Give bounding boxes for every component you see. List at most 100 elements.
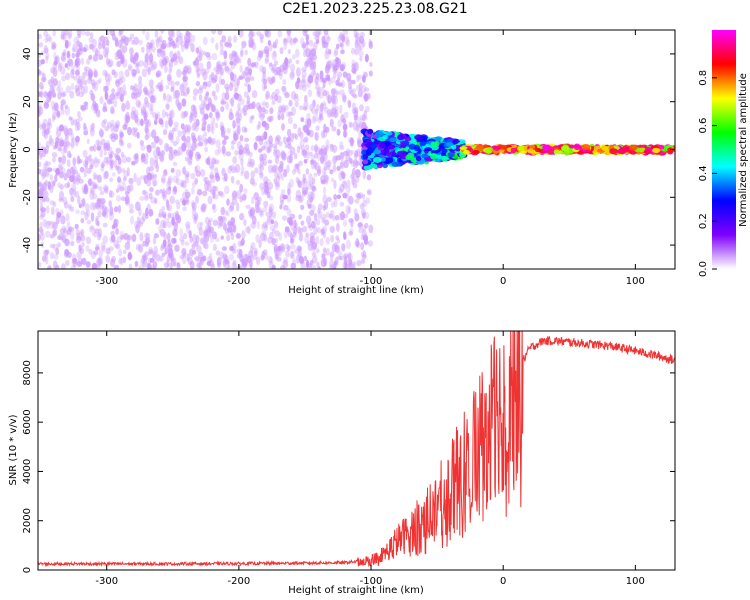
heatmap-cell-noise (200, 203, 207, 213)
heatmap-cell-noise (110, 108, 115, 114)
heatmap-cell-noise (110, 135, 117, 143)
heatmap-cell-noise (97, 210, 102, 218)
heatmap-cell-noise (274, 136, 280, 145)
heatmap-cell-noise (157, 86, 163, 92)
heatmap-cell-noise (124, 69, 130, 78)
heatmap-cell-noise (47, 117, 52, 127)
heatmap-cell-noise (184, 241, 190, 246)
heatmap-cell-noise (105, 58, 111, 65)
heatmap-cell-noise (344, 35, 350, 45)
heatmap-cell-noise (38, 142, 41, 147)
heatmap-cell-noise (339, 183, 345, 193)
heatmap-cell-noise (285, 250, 290, 258)
heatmap-cell-noise (284, 92, 290, 99)
heatmap-cell-noise (348, 157, 353, 164)
heatmap-cell-noise (222, 257, 227, 267)
heatmap-cell-noise (298, 144, 303, 150)
heatmap-cell-noise (121, 140, 125, 147)
heatmap-cell-noise (248, 151, 253, 157)
heatmap-cell-noise (43, 44, 48, 54)
colorbar: 0.00.20.40.60.8 Normalized spectral ampl… (698, 30, 749, 277)
heatmap-cell-noise (229, 60, 234, 66)
heatmap-cell-noise (335, 56, 339, 63)
heatmap-cell-noise (227, 165, 233, 174)
heatmap-cell-noise (330, 234, 334, 243)
heatmap-cell-noise (65, 260, 70, 266)
heatmap-cell-noise (364, 105, 370, 113)
heatmap-cell-noise (194, 256, 200, 261)
heatmap-cell-noise (66, 52, 71, 59)
heatmap-cell-noise (244, 127, 248, 133)
heatmap-cell-noise (226, 210, 230, 217)
heatmap-cell-noise (347, 252, 352, 260)
heatmap-cell-noise (200, 238, 205, 245)
heatmap-cell-noise (255, 202, 260, 210)
heatmap-cell-noise (182, 199, 187, 206)
heatmap-cell-noise (298, 195, 302, 204)
heatmap-cell-noise (215, 42, 219, 51)
heatmap-cell-noise (171, 30, 175, 38)
heatmap-cell-noise (346, 72, 352, 82)
heatmap-cell-noise (60, 108, 65, 115)
heatmap-cell-noise (137, 88, 143, 95)
heatmap-cell-noise (296, 254, 300, 264)
heatmap-cell-noise (285, 243, 290, 250)
heatmap-cell-noise (126, 156, 132, 163)
heatmap-cell-noise (201, 99, 205, 107)
heatmap-cell-noise (42, 218, 47, 228)
heatmap-cell-noise (346, 179, 351, 188)
heatmap-cell-noise (281, 215, 288, 221)
heatmap-cell-noise (115, 243, 121, 250)
heatmap-cell-noise (176, 214, 181, 224)
heatmap-cell-noise (94, 228, 99, 234)
heatmap-cell-noise (46, 93, 52, 103)
heatmap-cell-noise (239, 241, 244, 246)
heatmap-cell-noise (220, 44, 224, 52)
heatmap-cell-noise (144, 232, 148, 239)
heatmap-cell-noise (168, 62, 173, 72)
heatmap-cell-noise (129, 33, 135, 39)
heatmap-cell-noise (235, 54, 240, 65)
heatmap-cell-noise (230, 217, 236, 226)
heatmap-cell-noise (339, 201, 345, 207)
heatmap-cell-noise (323, 147, 328, 156)
heatmap-cell-noise (211, 104, 216, 112)
heatmap-cell-noise (45, 230, 51, 238)
heatmap-cell-noise (134, 260, 139, 268)
heatmap-cell-noise (289, 178, 294, 188)
heatmap-cell-noise (136, 177, 142, 186)
heatmap-cell-noise (159, 255, 164, 262)
heatmap-cell-noise (172, 149, 178, 155)
heatmap-cell-noise (135, 68, 141, 74)
heatmap-cell-noise (79, 42, 83, 52)
heatmap-cell-noise (98, 78, 102, 83)
heatmap-cell-noise (281, 85, 287, 92)
heatmap-cell-noise (363, 212, 370, 220)
heatmap-cell-noise (38, 103, 42, 109)
heatmap-cell-noise (343, 231, 347, 240)
heatmap-cell-noise (59, 209, 64, 216)
heatmap-cell-noise (120, 151, 125, 158)
heatmap-cell-noise (145, 152, 149, 161)
heatmap-cell-noise (142, 253, 147, 260)
heatmap-cell-noise (121, 234, 128, 240)
heatmap-cell-noise (259, 171, 264, 180)
heatmap-cell-noise (312, 255, 318, 264)
heatmap-cell-noise (343, 111, 349, 119)
heatmap-cell-noise (313, 172, 318, 178)
heatmap-cell-noise (165, 102, 170, 110)
heatmap-cell-noise (240, 158, 244, 167)
y-tick-label: 6000 (22, 409, 33, 434)
heatmap-cell-noise (331, 214, 336, 221)
heatmap-cell-noise (191, 34, 196, 43)
heatmap-cell-noise (89, 201, 96, 211)
heatmap-cell-noise (322, 247, 327, 253)
heatmap-cell-noise (49, 243, 56, 249)
heatmap-cell-noise (333, 50, 338, 58)
heatmap-cell-noise (85, 245, 90, 252)
heatmap-cell-noise (172, 43, 177, 49)
heatmap-cell-noise (75, 209, 80, 214)
heatmap-cell-noise (314, 160, 318, 171)
heatmap-cell-noise (56, 80, 62, 88)
heatmap-cell-noise (342, 94, 347, 103)
